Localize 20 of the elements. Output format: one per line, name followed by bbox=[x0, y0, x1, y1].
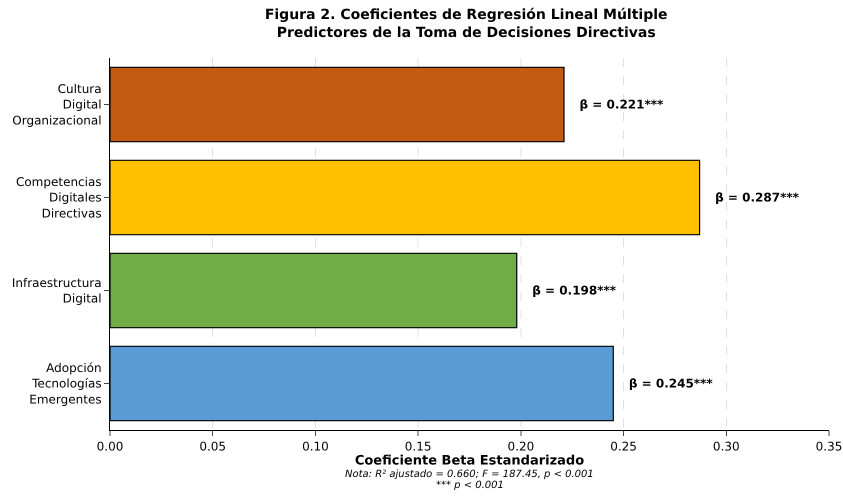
x-tick-label: 0.35 bbox=[816, 439, 842, 454]
text: Nota: R² ajustado = 0.660; F = 187.45, p < 0.001 bbox=[345, 469, 594, 480]
x-tick-label: 0.00 bbox=[96, 439, 124, 454]
y-tick-label: Competencias Digitales Directivas bbox=[16, 175, 102, 220]
data-label: β = 0.198*** bbox=[520, 284, 617, 298]
x-tick-label: 0.05 bbox=[199, 439, 226, 454]
x-tick-label: 0.20 bbox=[508, 439, 534, 454]
x-tick-label: 0.15 bbox=[404, 439, 432, 454]
x-axis-title: Coeficiente Beta Estandarizado bbox=[354, 453, 584, 468]
y-tick-label: Adopción Tecnologías Emergentes bbox=[29, 361, 102, 406]
data-label: β = 0.221*** bbox=[567, 98, 664, 112]
x-tick-label: 0.25 bbox=[610, 439, 637, 454]
data-label: β = 0.245*** bbox=[616, 376, 714, 390]
y-tick-label: Cultura Digital Organizacional bbox=[12, 82, 102, 128]
x-tick-label: 0.30 bbox=[712, 439, 740, 454]
text: *** p < 0.001 bbox=[436, 480, 504, 491]
data-label: β = 0.287*** bbox=[702, 190, 800, 204]
y-tick-label: Infraestructura Digital bbox=[12, 276, 102, 306]
x-tick-label: 0.10 bbox=[302, 439, 329, 454]
chart-title: Figura 2. Coeficientes de Regresión Lineal Múltiple Predictores de la Toma de Decisiones Directivas bbox=[264, 6, 668, 42]
